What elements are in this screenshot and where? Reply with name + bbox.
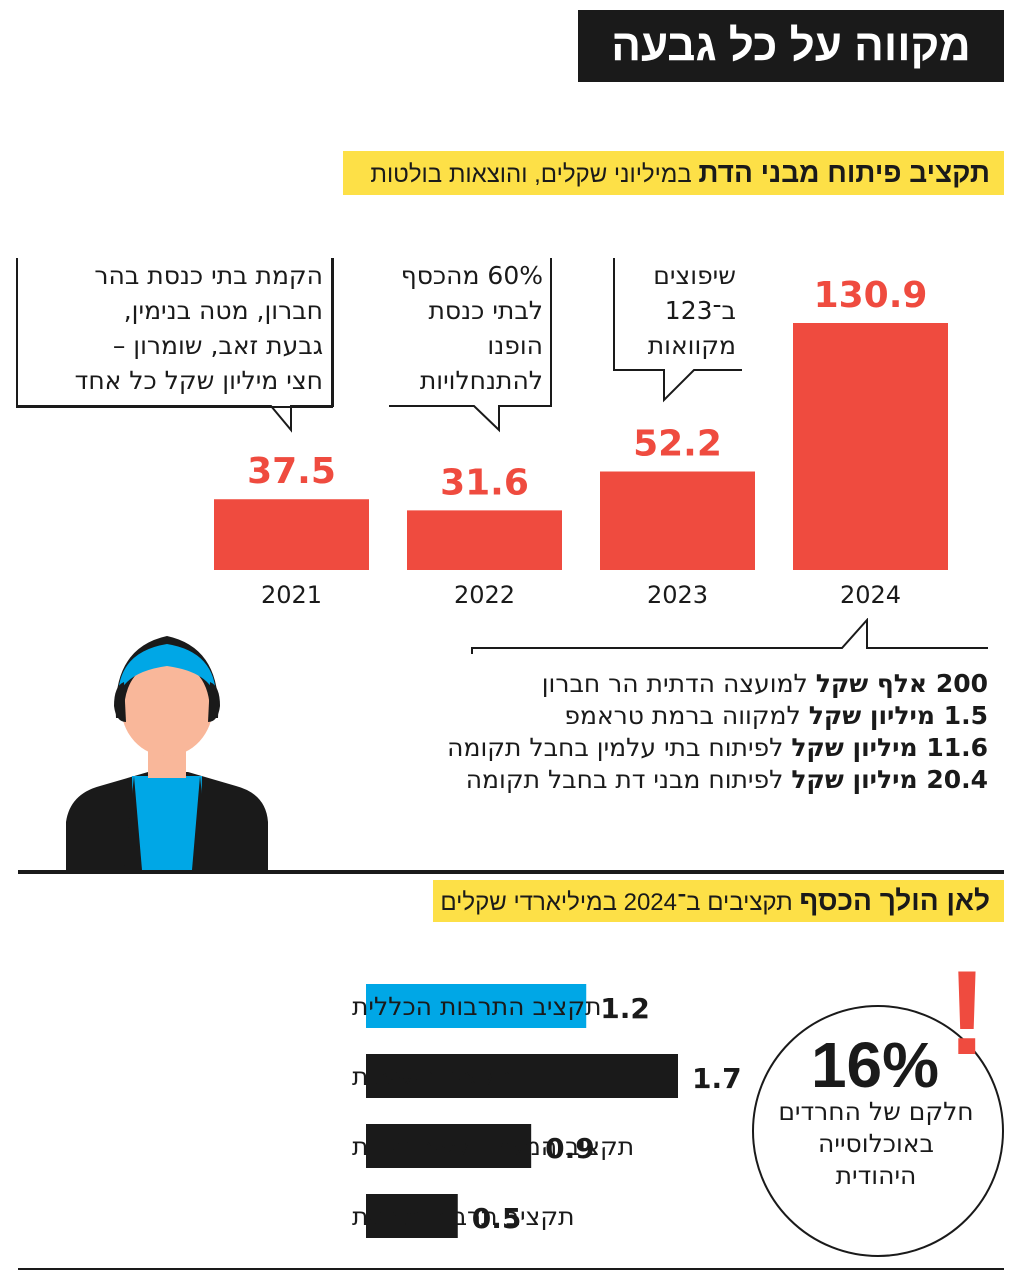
callout-2023: שיפוצים ב־123 מקוואות xyxy=(614,258,744,373)
bar-value-label: 31.6 xyxy=(440,462,529,503)
callout-2021-frame xyxy=(16,258,334,433)
callout-2021-line: חצי מיליון שקל כל אחד xyxy=(74,366,323,395)
hbar-category-label: תקציב המשרד לשירותי דת xyxy=(352,1132,634,1161)
section2-heading: לאן הולך הכסף תקציבים ב־2024 במיליארדי ש… xyxy=(433,880,1004,922)
hbar-value-label: 1.7 xyxy=(692,1062,742,1095)
woman-headscarf-icon xyxy=(66,636,268,870)
bar-2022 xyxy=(407,510,562,570)
spending-amount: 1.5 מיליון שקל xyxy=(808,701,988,730)
spending-item: 200 אלף שקל למועצה הדתית הר חברון xyxy=(300,668,988,700)
callout-2021-line: חברון, מטה בנימין, xyxy=(123,296,323,325)
hbar-category-label: תקציב הישיבות xyxy=(352,1062,512,1091)
callout-2022-line: לבתי כנסת xyxy=(428,296,543,325)
spending-desc: לפיתוח בתי עלמין בחבל תקומה xyxy=(447,733,784,762)
page-title: מקווה על כל גבעה xyxy=(578,10,1004,82)
spending-callout-frame xyxy=(471,618,988,654)
spending-amount: 20.4 מיליון שקל xyxy=(791,765,988,794)
spending-amount: 200 אלף שקל xyxy=(815,669,988,698)
hbar-category-label: תקציב התרבות הכללית xyxy=(352,992,602,1021)
section1-heading-bold: תקציב פיתוח מבני הדת xyxy=(698,157,990,188)
section1-heading: תקציב פיתוח מבני הדת במיליוני שקלים, והו… xyxy=(343,151,1004,195)
callout-2023-line: שיפוצים xyxy=(653,261,736,290)
hbar-value-label: 0.5 xyxy=(472,1202,522,1235)
hbar xyxy=(366,1124,532,1168)
spending-amount: 11.6 מיליון שקל xyxy=(791,733,988,762)
hbar xyxy=(366,984,587,1028)
exclamation-icon: ! xyxy=(947,946,987,1080)
callout-2021-line: גבעת זאב, שומרון – xyxy=(112,331,323,360)
callout-2023-frame xyxy=(613,258,742,403)
x-tick-label: 2023 xyxy=(647,581,708,609)
bar-2023 xyxy=(600,471,755,570)
bar-2024 xyxy=(793,323,948,570)
hbar-value-label: 1.2 xyxy=(600,992,650,1025)
hbar xyxy=(366,1054,678,1098)
spending-desc: למועצה הדתית הר חברון xyxy=(541,669,808,698)
spending-item: 11.6 מיליון שקל לפיתוח בתי עלמין בחבל תק… xyxy=(300,732,988,764)
stat-caption-line: היהודית xyxy=(835,1161,917,1190)
stat-circle xyxy=(752,1005,1004,1257)
bar-2021 xyxy=(214,499,369,570)
spending-list: 200 אלף שקל למועצה הדתית הר חברון 1.5 מי… xyxy=(300,668,988,796)
bar-value-label: 130.9 xyxy=(814,275,928,316)
spending-item: 20.4 מיליון שקל לפיתוח מבני דת בחבל תקומ… xyxy=(300,764,988,796)
stat-caption: חלקם של החרדים באוכלוסייה היהודית xyxy=(760,1096,992,1192)
stat-value: 16% xyxy=(810,1029,940,1101)
section-divider xyxy=(18,870,1004,874)
hbar-value-label: 0.9 xyxy=(545,1132,595,1165)
budget-bar-chart: 37.5 2021 31.6 2022 52.2 2023 130.9 2024 xyxy=(214,275,948,609)
bar-value-label: 37.5 xyxy=(247,451,336,492)
callout-2021-line: הקמת בתי כנסת בהר xyxy=(94,261,323,290)
hbar-category-label: תקציב תרבות תורנית xyxy=(352,1202,575,1231)
callout-2022-line: להתנחלויות xyxy=(419,366,543,395)
callout-2022-line: 60% מהכסף xyxy=(400,261,543,290)
callout-2022: 60% מהכסף לבתי כנסת הופנו להתנחלויות xyxy=(389,258,551,408)
hbar xyxy=(366,1194,458,1238)
stat-caption-line: חלקם של החרדים xyxy=(778,1097,974,1126)
bottom-rule xyxy=(18,1268,1004,1270)
x-tick-label: 2022 xyxy=(454,581,515,609)
callout-2022-frame xyxy=(389,258,552,433)
spending-desc: לפיתוח מבני דת בחבל תקומה xyxy=(465,765,784,794)
spending-desc: למקווה ברמת טראמפ xyxy=(564,701,801,730)
stat-caption-line: באוכלוסייה xyxy=(818,1129,934,1158)
x-tick-label: 2024 xyxy=(840,581,901,609)
x-tick-label: 2021 xyxy=(261,581,322,609)
spending-item: 1.5 מיליון שקל למקווה ברמת טראמפ xyxy=(300,700,988,732)
section2-heading-bold: לאן הולך הכסף xyxy=(799,885,990,916)
bar-value-label: 52.2 xyxy=(633,424,722,465)
callout-2023-line: מקוואות xyxy=(647,331,736,360)
callout-2022-line: הופנו xyxy=(487,331,543,360)
section1-heading-rest: במיליוני שקלים, והוצאות בולטות xyxy=(370,161,692,188)
section2-heading-rest: תקציבים ב־2024 במיליארדי שקלים xyxy=(440,889,793,916)
callout-2023-line: ב־123 xyxy=(664,296,736,325)
